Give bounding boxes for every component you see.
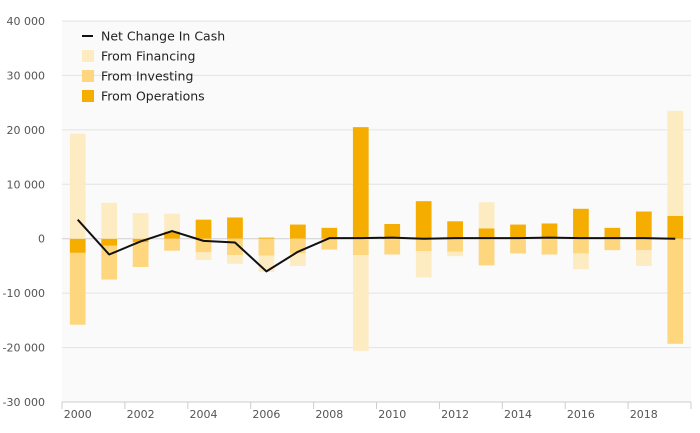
bar-from-operations-2016 bbox=[573, 208, 589, 239]
bar-from-investing-2006 bbox=[258, 238, 275, 256]
y-axis: -30 000 -20 000 -10 000 0 10 000 20 000 30 000… bbox=[3, 15, 45, 409]
bar-from-operations-2014 bbox=[510, 224, 526, 239]
x-tick-label: 2000 bbox=[64, 408, 92, 421]
bar-from-investing-2015 bbox=[541, 238, 558, 255]
legend: Net Change In Cash From Financing From Inv… bbox=[82, 29, 225, 104]
bar-from-operations-2012 bbox=[447, 221, 463, 239]
bar-from-investing-2011 bbox=[415, 238, 432, 252]
bar-from-operations-2011 bbox=[415, 201, 432, 239]
bar-from-investing-2013 bbox=[478, 238, 495, 266]
bar-from-financing-2005 bbox=[227, 255, 243, 264]
bar-from-operations-2019 bbox=[667, 215, 684, 239]
bar-from-financing-2007 bbox=[290, 253, 306, 266]
x-tick-label: 2010 bbox=[378, 408, 406, 421]
bar-from-financing-2004 bbox=[195, 252, 212, 260]
bar-from-operations-2004 bbox=[195, 219, 212, 239]
bar-from-investing-2002 bbox=[132, 241, 149, 268]
bar-from-investing-2019 bbox=[667, 238, 684, 344]
y-tick-label: -30 000 bbox=[3, 396, 45, 409]
bar-from-operations-2015 bbox=[541, 223, 558, 239]
bar-from-operations-2002 bbox=[132, 238, 149, 242]
x-tick-label: 2006 bbox=[252, 408, 280, 421]
bar-from-operations-2018 bbox=[635, 211, 652, 239]
bar-from-financing-2003 bbox=[164, 213, 180, 232]
y-tick-label: 10 000 bbox=[7, 178, 46, 191]
bar-from-operations-2007 bbox=[290, 224, 306, 239]
net-change-line-group bbox=[76, 218, 676, 273]
bar-from-investing-2016 bbox=[573, 238, 589, 254]
x-tick-label: 2018 bbox=[630, 408, 658, 421]
bar-from-operations-2008 bbox=[321, 227, 338, 239]
legend-swatch-from-operations bbox=[82, 90, 94, 102]
y-tick-label: -20 000 bbox=[3, 342, 45, 355]
bar-from-operations-2003 bbox=[164, 231, 180, 239]
legend-swatch-from-investing bbox=[82, 70, 94, 82]
legend-label: From Operations bbox=[101, 89, 205, 104]
y-tick-label: 20 000 bbox=[7, 124, 46, 137]
legend-label: From Investing bbox=[101, 69, 193, 84]
net-change-line bbox=[76, 218, 676, 273]
bar-from-investing-2003 bbox=[164, 238, 180, 251]
bar-from-financing-2006 bbox=[258, 255, 275, 272]
bar-from-investing-2008 bbox=[321, 238, 338, 250]
x-tick-label: 2014 bbox=[504, 408, 532, 421]
legend-swatch-from-financing bbox=[82, 50, 94, 62]
x-axis: 2000 2002 2004 2006 2008 2010 2012 2014 2016 2018 bbox=[61, 401, 692, 421]
bar-from-financing-2013 bbox=[478, 202, 495, 229]
x-tick-label: 2008 bbox=[315, 408, 343, 421]
y-tick-label: 30 000 bbox=[7, 69, 46, 82]
bar-from-financing-2011 bbox=[415, 251, 432, 278]
bar-from-operations-2001 bbox=[101, 238, 118, 246]
x-tick-label: 2012 bbox=[441, 408, 469, 421]
bar-from-investing-2009 bbox=[352, 238, 369, 256]
bar-from-operations-2006 bbox=[258, 237, 275, 239]
bar-from-operations-2000 bbox=[69, 238, 86, 253]
bar-from-financing-2019 bbox=[667, 110, 684, 216]
bar-from-investing-2012 bbox=[447, 238, 463, 252]
x-tick-label: 2002 bbox=[127, 408, 155, 421]
bars bbox=[69, 110, 684, 351]
bar-from-financing-2016 bbox=[573, 253, 589, 270]
x-tick-label: 2004 bbox=[190, 408, 218, 421]
bar-from-operations-2010 bbox=[384, 224, 401, 239]
y-tick-label: -10 000 bbox=[3, 287, 45, 300]
bar-from-financing-2009 bbox=[352, 255, 369, 351]
bar-from-financing-2012 bbox=[447, 251, 463, 257]
bar-from-investing-2004 bbox=[195, 238, 212, 253]
legend-label: Net Change In Cash bbox=[101, 29, 225, 44]
x-tick-label: 2016 bbox=[567, 408, 595, 421]
y-tick-label: 0 bbox=[38, 233, 45, 246]
legend-label: From Financing bbox=[101, 49, 195, 64]
bar-from-financing-2000 bbox=[69, 133, 86, 239]
bar-from-investing-2000 bbox=[69, 252, 86, 325]
bar-from-investing-2001 bbox=[101, 245, 118, 280]
bar-from-financing-2001 bbox=[101, 202, 118, 239]
bar-from-investing-2018 bbox=[635, 238, 652, 251]
bar-from-financing-2018 bbox=[635, 250, 652, 266]
bar-from-investing-2014 bbox=[510, 238, 526, 254]
bar-from-operations-2009 bbox=[352, 127, 369, 239]
bar-from-operations-2005 bbox=[227, 217, 243, 239]
bar-from-financing-2002 bbox=[132, 213, 149, 239]
y-tick-label: 40 000 bbox=[7, 15, 46, 28]
bar-from-investing-2010 bbox=[384, 238, 401, 255]
bar-from-operations-2017 bbox=[604, 227, 621, 239]
bar-from-investing-2017 bbox=[604, 238, 621, 251]
bar-from-operations-2013 bbox=[478, 228, 495, 239]
